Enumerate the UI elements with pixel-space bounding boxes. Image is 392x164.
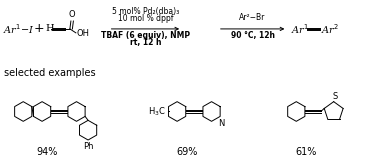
Text: 61%: 61% [296,147,317,157]
Text: 10 mol % dppf: 10 mol % dppf [118,13,173,22]
Text: rt, 12 h: rt, 12 h [130,38,161,47]
Text: 5 mol% Pd₂(dba)₃: 5 mol% Pd₂(dba)₃ [112,7,179,16]
Text: Ar$^2$: Ar$^2$ [321,22,339,36]
Text: +: + [34,22,44,35]
Text: OH: OH [77,29,90,38]
Text: S: S [332,92,337,101]
Text: Ar$^1$: Ar$^1$ [291,22,310,36]
Text: TBAF (6 equiv), NMP: TBAF (6 equiv), NMP [101,31,190,40]
Text: O: O [68,10,75,19]
Text: 94%: 94% [36,147,58,157]
Text: Ar$^1$−I: Ar$^1$−I [4,22,35,36]
Text: selected examples: selected examples [4,68,96,78]
Text: Ar²−Br: Ar²−Br [240,13,266,22]
Text: H$_3$C: H$_3$C [148,105,166,118]
Text: 90 °C, 12h: 90 °C, 12h [230,31,275,40]
Text: 69%: 69% [176,147,198,157]
Text: Ph: Ph [83,142,93,151]
Text: H: H [45,24,54,33]
Text: N: N [219,119,225,128]
